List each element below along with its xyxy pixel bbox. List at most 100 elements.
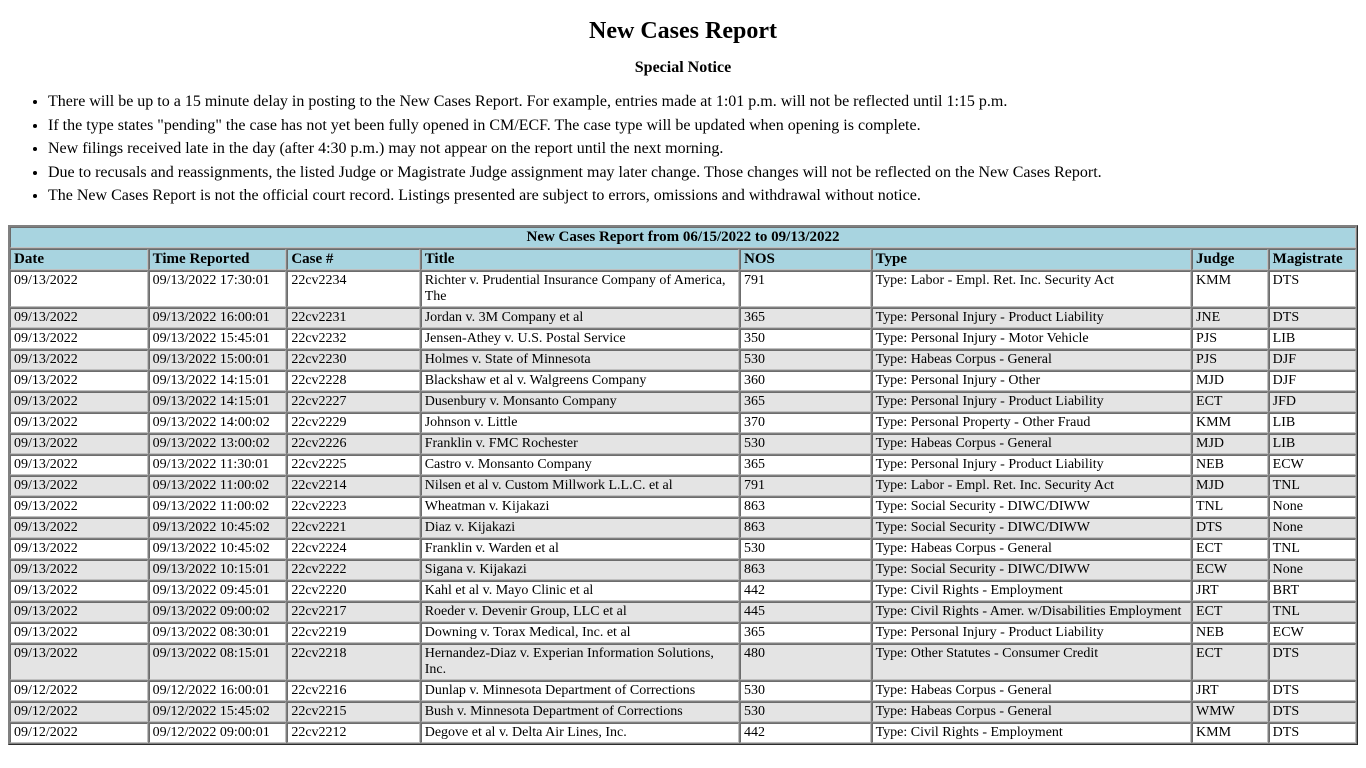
cell-type: Type: Personal Injury - Product Liabilit… xyxy=(872,455,1191,475)
cell-nos: 442 xyxy=(740,723,871,743)
cell-type: Type: Social Security - DIWC/DIWW xyxy=(872,560,1191,580)
cell-title: Dunlap v. Minnesota Department of Correc… xyxy=(421,681,739,701)
cell-time: 09/13/2022 17:30:01 xyxy=(149,271,287,307)
cell-case: 22cv2230 xyxy=(287,350,419,370)
table-row: 09/13/202209/13/2022 16:00:0122cv2231Jor… xyxy=(10,308,1356,328)
cell-type: Type: Habeas Corpus - General xyxy=(872,681,1191,701)
cell-time: 09/13/2022 08:15:01 xyxy=(149,644,287,680)
cell-nos: 360 xyxy=(740,371,871,391)
cell-date: 09/13/2022 xyxy=(10,476,148,496)
cell-type: Type: Labor - Empl. Ret. Inc. Security A… xyxy=(872,271,1191,307)
table-row: 09/13/202209/13/2022 08:15:0122cv2218Her… xyxy=(10,644,1356,680)
cell-title: Richter v. Prudential Insurance Company … xyxy=(421,271,739,307)
cell-case: 22cv2217 xyxy=(287,602,419,622)
cell-case: 22cv2218 xyxy=(287,644,419,680)
cell-type: Type: Civil Rights - Employment xyxy=(872,723,1191,743)
col-header-time: Time Reported xyxy=(149,249,287,270)
cell-nos: 791 xyxy=(740,271,871,307)
cell-title: Wheatman v. Kijakazi xyxy=(421,497,739,517)
cell-time: 09/13/2022 14:00:02 xyxy=(149,413,287,433)
cell-time: 09/13/2022 10:45:02 xyxy=(149,518,287,538)
cell-date: 09/13/2022 xyxy=(10,413,148,433)
cell-title: Franklin v. Warden et al xyxy=(421,539,739,559)
col-header-judge: Judge xyxy=(1192,249,1268,270)
cell-type: Type: Habeas Corpus - General xyxy=(872,434,1191,454)
cell-case: 22cv2226 xyxy=(287,434,419,454)
cell-type: Type: Personal Injury - Product Liabilit… xyxy=(872,392,1191,412)
table-row: 09/12/202209/12/2022 16:00:0122cv2216Dun… xyxy=(10,681,1356,701)
cell-time: 09/13/2022 10:15:01 xyxy=(149,560,287,580)
cell-judge: MJD xyxy=(1192,476,1268,496)
cell-time: 09/13/2022 14:15:01 xyxy=(149,392,287,412)
cell-time: 09/13/2022 11:00:02 xyxy=(149,476,287,496)
cell-case: 22cv2214 xyxy=(287,476,419,496)
cell-case: 22cv2228 xyxy=(287,371,419,391)
table-row: 09/13/202209/13/2022 15:45:0122cv2232Jen… xyxy=(10,329,1356,349)
cell-case: 22cv2227 xyxy=(287,392,419,412)
cell-magistrate: JFD xyxy=(1269,392,1356,412)
cell-date: 09/13/2022 xyxy=(10,371,148,391)
col-header-nos: NOS xyxy=(740,249,871,270)
cell-nos: 863 xyxy=(740,497,871,517)
cell-nos: 365 xyxy=(740,392,871,412)
cell-judge: NEB xyxy=(1192,455,1268,475)
cell-title: Jordan v. 3M Company et al xyxy=(421,308,739,328)
cell-case: 22cv2231 xyxy=(287,308,419,328)
cell-type: Type: Personal Property - Other Fraud xyxy=(872,413,1191,433)
col-header-magistrate: Magistrate xyxy=(1269,249,1356,270)
cell-date: 09/13/2022 xyxy=(10,497,148,517)
cell-magistrate: DTS xyxy=(1269,723,1356,743)
cell-nos: 370 xyxy=(740,413,871,433)
cell-judge: WMW xyxy=(1192,702,1268,722)
notice-heading: Special Notice xyxy=(8,59,1358,77)
cell-magistrate: ECW xyxy=(1269,455,1356,475)
notice-item: Due to recusals and reassignments, the l… xyxy=(48,162,1358,184)
table-row: 09/13/202209/13/2022 10:45:0222cv2224Fra… xyxy=(10,539,1356,559)
cell-title: Bush v. Minnesota Department of Correcti… xyxy=(421,702,739,722)
cell-magistrate: DTS xyxy=(1269,308,1356,328)
cell-nos: 480 xyxy=(740,644,871,680)
cell-date: 09/13/2022 xyxy=(10,308,148,328)
cell-judge: DTS xyxy=(1192,518,1268,538)
cell-date: 09/13/2022 xyxy=(10,271,148,307)
cell-nos: 863 xyxy=(740,560,871,580)
cell-nos: 442 xyxy=(740,581,871,601)
cell-judge: KMM xyxy=(1192,413,1268,433)
cell-title: Johnson v. Little xyxy=(421,413,739,433)
cell-title: Holmes v. State of Minnesota xyxy=(421,350,739,370)
cell-date: 09/13/2022 xyxy=(10,392,148,412)
cell-magistrate: DJF xyxy=(1269,350,1356,370)
cell-title: Downing v. Torax Medical, Inc. et al xyxy=(421,623,739,643)
table-row: 09/12/202209/12/2022 15:45:0222cv2215Bus… xyxy=(10,702,1356,722)
notice-list: There will be up to a 15 minute delay in… xyxy=(8,91,1358,207)
cell-date: 09/13/2022 xyxy=(10,455,148,475)
cell-judge: ECT xyxy=(1192,602,1268,622)
cell-judge: ECT xyxy=(1192,539,1268,559)
cell-date: 09/12/2022 xyxy=(10,723,148,743)
cell-type: Type: Habeas Corpus - General xyxy=(872,702,1191,722)
cell-date: 09/13/2022 xyxy=(10,602,148,622)
cell-title: Roeder v. Devenir Group, LLC et al xyxy=(421,602,739,622)
cell-date: 09/13/2022 xyxy=(10,560,148,580)
cell-nos: 365 xyxy=(740,623,871,643)
cell-case: 22cv2219 xyxy=(287,623,419,643)
cell-magistrate: TNL xyxy=(1269,602,1356,622)
cell-title: Sigana v. Kijakazi xyxy=(421,560,739,580)
table-caption-row: New Cases Report from 06/15/2022 to 09/1… xyxy=(10,227,1356,248)
cell-type: Type: Personal Injury - Product Liabilit… xyxy=(872,623,1191,643)
notice-item: New filings received late in the day (af… xyxy=(48,138,1358,160)
cell-time: 09/13/2022 09:45:01 xyxy=(149,581,287,601)
notice-item: There will be up to a 15 minute delay in… xyxy=(48,91,1358,113)
cell-case: 22cv2221 xyxy=(287,518,419,538)
cell-judge: MJD xyxy=(1192,371,1268,391)
table-row: 09/12/202209/12/2022 09:00:0122cv2212Deg… xyxy=(10,723,1356,743)
table-row: 09/13/202209/13/2022 11:30:0122cv2225Cas… xyxy=(10,455,1356,475)
cell-magistrate: DJF xyxy=(1269,371,1356,391)
col-header-type: Type xyxy=(872,249,1191,270)
cell-date: 09/13/2022 xyxy=(10,623,148,643)
cell-magistrate: LIB xyxy=(1269,434,1356,454)
cell-judge: ECT xyxy=(1192,644,1268,680)
cell-title: Blackshaw et al v. Walgreens Company xyxy=(421,371,739,391)
table-row: 09/13/202209/13/2022 08:30:0122cv2219Dow… xyxy=(10,623,1356,643)
page-title: New Cases Report xyxy=(8,18,1358,45)
